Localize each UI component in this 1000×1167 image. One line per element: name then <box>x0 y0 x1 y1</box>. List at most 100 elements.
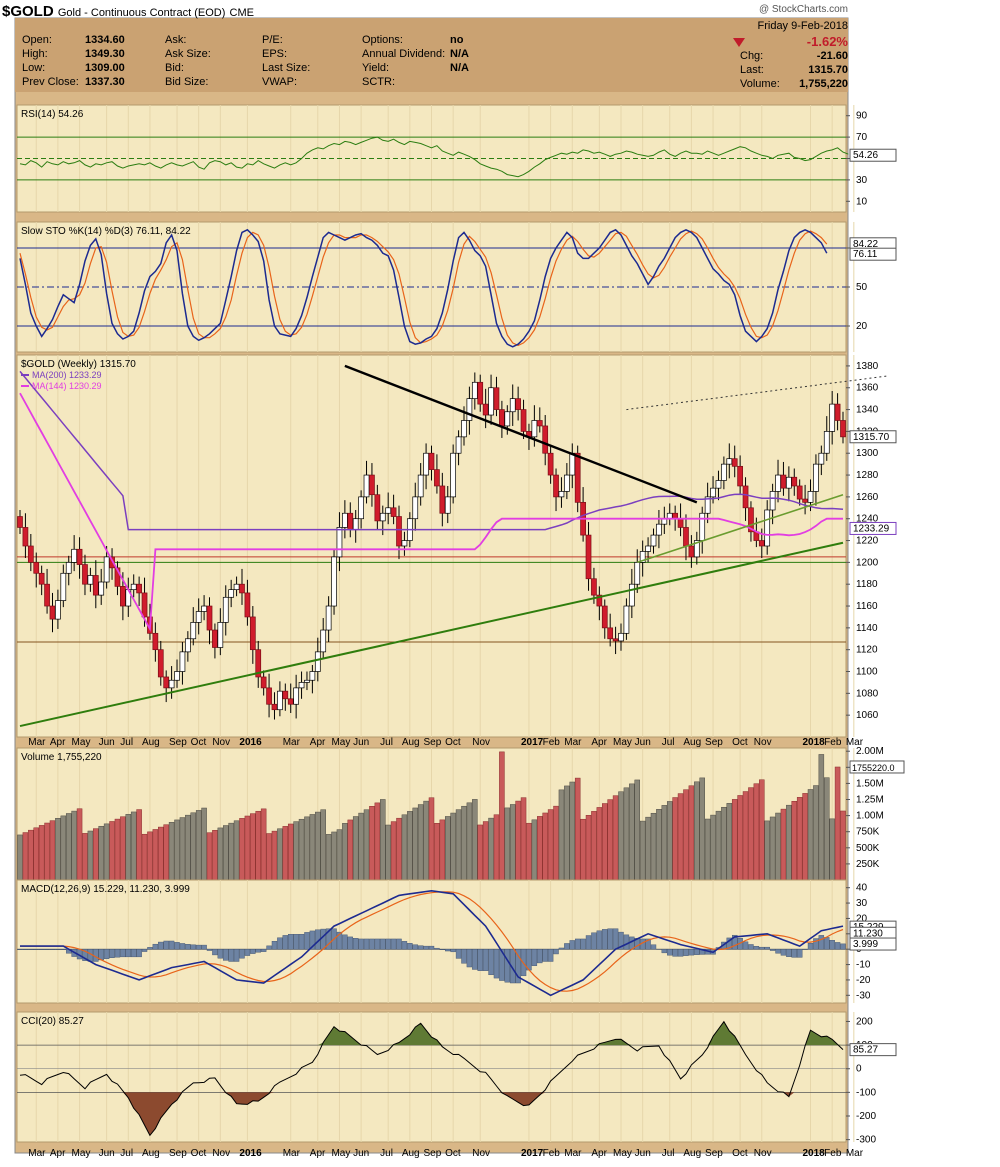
macd-histogram-bar <box>294 934 299 949</box>
macd-histogram-bar <box>667 949 672 955</box>
candle-body <box>364 475 369 497</box>
x-axis-label-bottom: Sep <box>424 1148 442 1159</box>
volume-bar <box>191 813 196 880</box>
x-axis-label: 2018 <box>803 737 826 748</box>
candle-body <box>104 557 109 582</box>
candle-body <box>835 404 840 420</box>
volume-bar <box>721 807 726 880</box>
candle-body <box>39 573 44 584</box>
y-tick-label: 1080 <box>856 688 879 699</box>
candle-body <box>391 508 396 517</box>
x-axis-label: May <box>72 737 91 748</box>
candle-body <box>55 601 60 620</box>
volume-bar <box>110 821 115 880</box>
volume-bar <box>175 820 180 880</box>
x-axis-label-bottom: Mar <box>283 1148 301 1159</box>
candle-body <box>61 573 66 600</box>
price-candle <box>332 549 337 614</box>
macd-histogram-bar <box>115 949 120 957</box>
volume-bar <box>229 823 234 880</box>
volume-bar <box>451 813 456 880</box>
volume-bar <box>743 792 748 880</box>
y-tick-label: 1200 <box>856 557 879 568</box>
volume-bar <box>397 818 402 880</box>
macd-histogram-bar <box>456 949 461 958</box>
volume-bar <box>830 819 835 880</box>
candle-body <box>711 488 716 497</box>
volume-bar <box>131 812 136 880</box>
macd-histogram-bar <box>353 938 358 949</box>
macd-histogram-bar <box>110 949 115 958</box>
x-axis-label: Nov <box>212 737 230 748</box>
macd-histogram-bar <box>591 933 596 949</box>
macd-histogram-bar <box>369 939 374 949</box>
chg-value: -21.60 <box>817 50 848 62</box>
candle-body <box>191 622 196 638</box>
candle-body <box>678 519 683 528</box>
candle-body <box>175 672 180 681</box>
volume-bar <box>407 811 412 880</box>
x-axis-label: May <box>613 737 632 748</box>
volume-bar <box>635 780 640 880</box>
candle-body <box>494 388 499 410</box>
volume-bar <box>272 831 277 880</box>
volume-bar <box>104 824 109 880</box>
field-label: Ask Size: <box>165 48 211 60</box>
x-axis-label-bottom: Sep <box>705 1148 723 1159</box>
legend-entry: MA(144) 1230.29 <box>32 381 102 391</box>
volume-bar <box>445 816 450 880</box>
macd-histogram-bar <box>45 949 50 950</box>
candle-body <box>223 597 228 622</box>
volume-bar <box>532 820 537 880</box>
volume-bar <box>748 788 753 880</box>
x-axis-label: Apr <box>310 737 326 748</box>
candle-body <box>418 475 423 497</box>
y-tick-label: 30 <box>856 898 868 909</box>
candle-body <box>792 477 797 486</box>
macd-histogram-bar <box>196 945 201 949</box>
field-label: Annual Dividend: <box>362 48 445 60</box>
volume-bar <box>218 828 223 880</box>
candle-body <box>142 593 147 617</box>
last-label: Last: <box>740 64 764 76</box>
macd-histogram-bar <box>429 946 434 949</box>
volume-bar <box>23 833 28 880</box>
x-axis-label-bottom: Apr <box>50 1148 66 1159</box>
macd-histogram-bar <box>126 949 131 957</box>
volume-bar <box>841 811 846 880</box>
macd-histogram-bar <box>223 949 228 960</box>
macd-histogram-bar <box>137 949 142 957</box>
watermark: @ StockCharts.com <box>759 4 848 15</box>
macd-histogram-bar <box>673 949 678 956</box>
volume-bar <box>77 809 82 880</box>
volume-bar <box>326 834 331 880</box>
volume-bar <box>478 825 483 880</box>
macd-histogram-bar <box>445 949 450 951</box>
x-axis-label-bottom: Aug <box>683 1148 701 1159</box>
x-axis-label: Aug <box>402 737 420 748</box>
candle-body <box>776 475 781 491</box>
candle-body <box>656 524 661 535</box>
macd-histogram-bar <box>229 949 234 961</box>
macd-histogram-bar <box>55 949 60 950</box>
candle-body <box>218 622 223 647</box>
volume-bar <box>559 790 564 880</box>
candle-body <box>721 464 726 480</box>
candle-body <box>564 475 569 491</box>
candle-body <box>153 633 158 649</box>
macd-histogram-bar <box>212 949 217 955</box>
macd-histogram-bar <box>564 943 569 949</box>
macd-histogram-bar <box>364 939 369 949</box>
candle-body <box>158 650 163 677</box>
candle-body <box>591 579 596 595</box>
sto-k-last: 76.11 <box>853 249 878 260</box>
x-axis-label-bottom: May <box>613 1148 632 1159</box>
volume-bar <box>55 818 60 880</box>
candle-body <box>207 606 212 630</box>
volume-bar <box>456 810 461 880</box>
macd-histogram-bar <box>142 949 147 951</box>
volume-bar <box>359 813 364 880</box>
volume-bar <box>369 806 374 880</box>
